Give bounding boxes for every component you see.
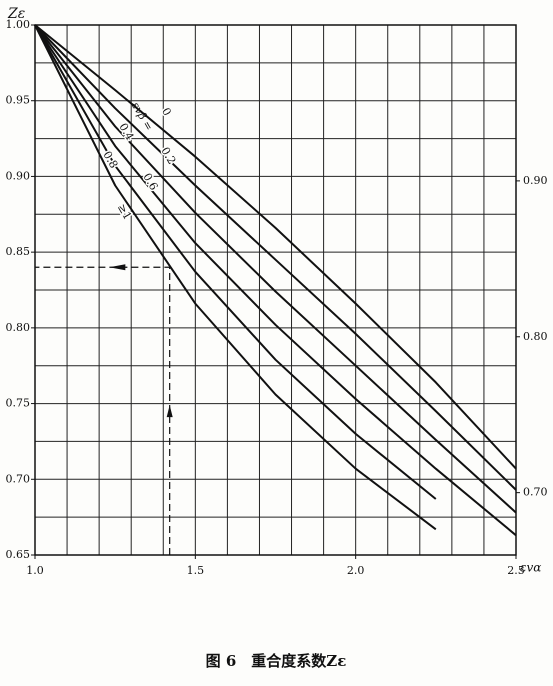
caption: 图 6 重合度系数Zε — [206, 652, 347, 670]
x-axis-label: εvα — [520, 561, 541, 575]
curve — [34, 24, 517, 491]
x-tick-label: 1.0 — [26, 564, 44, 577]
y-tick-label: 0.65 — [6, 548, 31, 561]
guide-line — [35, 266, 171, 555]
curve-label: 0.2 — [158, 145, 178, 167]
y-tick-label: 0.85 — [6, 245, 31, 258]
y-tick-label: 0.75 — [6, 397, 31, 410]
curve — [34, 24, 517, 514]
guide-arrow — [166, 405, 173, 418]
y-axis-label: Zε — [7, 6, 25, 22]
x-tick-label: 2.0 — [347, 564, 365, 577]
curve-label: 0.6 — [140, 171, 160, 193]
plot-frame — [34, 24, 517, 556]
y2-tick-label: 0.90 — [523, 174, 548, 187]
y-tick-label: 0.70 — [6, 472, 31, 485]
curve — [34, 24, 517, 537]
guide-arrow — [109, 264, 126, 271]
y-tick-label: 0.90 — [6, 169, 31, 182]
y-tick-label: 1.00 — [6, 18, 31, 31]
curve — [34, 24, 517, 470]
y-tick-label: 0.95 — [6, 94, 31, 107]
curve — [34, 24, 437, 500]
curve-label: 0.4 — [116, 121, 136, 143]
y2-tick-label: 0.70 — [523, 486, 548, 499]
curve-label: 0 — [159, 105, 174, 118]
x-tick-label: 1.5 — [187, 564, 205, 577]
curve — [34, 24, 437, 531]
y-tick-label: 0.80 — [6, 321, 31, 334]
x-tick-label: 2.5 — [507, 564, 525, 577]
y2-tick-label: 0.80 — [523, 330, 548, 343]
